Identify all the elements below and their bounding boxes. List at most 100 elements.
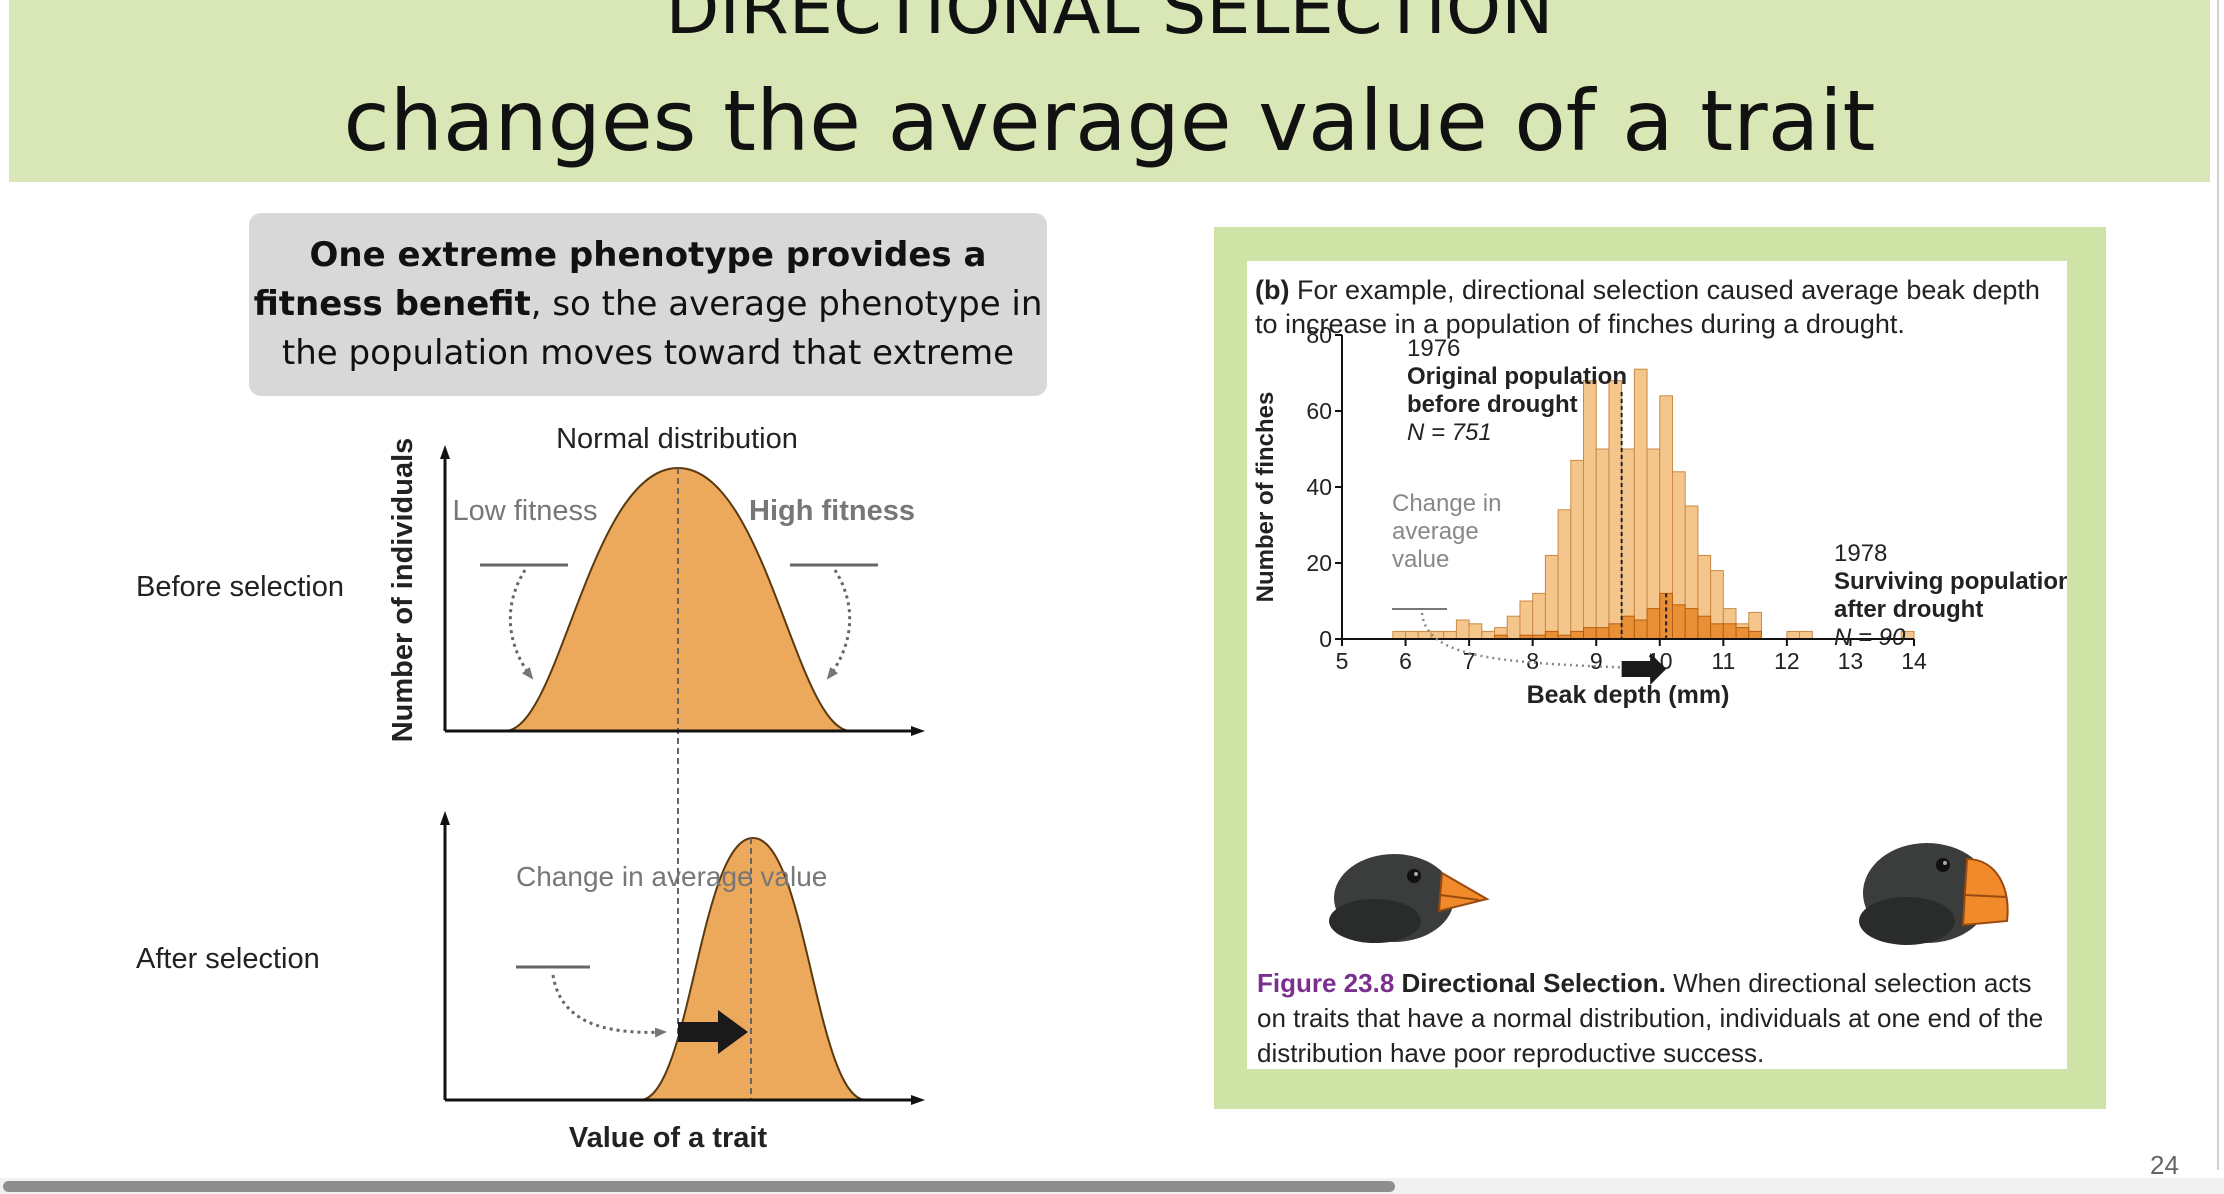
bar-1978-15 [1697, 615, 1712, 640]
bar-1976-2 [1417, 630, 1432, 640]
callout-text: , so the average phenotype in the popula… [281, 284, 1043, 373]
figure-caption-body: When directional selection acts on trait… [1257, 968, 2044, 1068]
figure-caption-bottom: Figure 23.8 Directional Selection. When … [1257, 966, 2062, 1071]
bar-1978-7 [1595, 627, 1610, 640]
bar-1976-15 [1583, 380, 1597, 640]
figure-caption-top: (b) For example, directional selection c… [1255, 273, 2060, 341]
slide-title-line-1: DIRECTIONAL SELECTION [665, 0, 1554, 50]
after-selection-label: After selection [136, 943, 320, 975]
figure-caption-title: Directional Selection. [1394, 968, 1666, 998]
bar-1978-9 [1621, 615, 1635, 640]
bar-1976-0 [1392, 630, 1407, 640]
shift-arrow-right-icon [1621, 653, 1667, 685]
directional-selection-diagram: Normal distribution Number of individual… [136, 423, 925, 1154]
before-selection-label: Before selection [136, 571, 344, 603]
figure-inner: (b) For example, directional selection c… [1247, 261, 2067, 1069]
bar-1976-17 [1608, 380, 1623, 640]
bar-1976-18 [1621, 448, 1635, 640]
bar-1976-1 [1405, 630, 1419, 640]
bar-1978-3 [1544, 630, 1559, 640]
series-1978-year: 1978 [1834, 540, 1887, 567]
bar-1978-16 [1710, 623, 1724, 640]
bar-1978-11 [1646, 608, 1661, 640]
bar-1976-14 [1570, 459, 1585, 640]
change-annotation: Change in average value [516, 861, 827, 1038]
series-1978-name: Surviving population [1834, 568, 2067, 595]
x-tick-label: 9 [1590, 648, 1603, 674]
finch-large-beak-illustration [1859, 843, 2009, 945]
y-tick-label: 40 [1306, 474, 1332, 500]
bar-1976-4 [1443, 630, 1457, 640]
x-tick-label: 14 [1901, 648, 1927, 674]
horizontal-scrollbar-thumb[interactable] [3, 1181, 1395, 1192]
high-fitness-annotation: High fitness [749, 495, 915, 680]
series-1976-year: 1976 [1407, 335, 1460, 362]
chart-y-axis-label: Number of finches [1252, 392, 1279, 603]
bar-1976-9 [1506, 615, 1521, 640]
low-fitness-text: Low fitness [452, 495, 597, 527]
bar-1978-19 [1748, 630, 1762, 640]
low-fitness-label: Low fitness [452, 495, 597, 527]
series-1978-n: N = 90 [1834, 624, 1906, 651]
y-tick-label: 60 [1306, 398, 1332, 424]
x-tick-label: 13 [1838, 648, 1864, 674]
y-tick-label: 0 [1319, 626, 1332, 652]
series-1976-bars [1392, 368, 1915, 640]
figure-caption-top-text: For example, directional selection cause… [1255, 275, 2040, 339]
x-axis-label: Value of a trait [569, 1122, 768, 1154]
x-tick-label: 7 [1463, 648, 1476, 674]
bar-1976-13 [1557, 509, 1572, 640]
normal-distribution-label: Normal distribution [556, 423, 798, 455]
bar-1976-12 [1544, 554, 1559, 640]
high-fitness-text: High fitness [749, 495, 915, 527]
bar-1976-16 [1595, 448, 1610, 640]
x-tick-label: 12 [1774, 648, 1800, 674]
slide-right-edge [2217, 0, 2219, 1170]
bar-1976-10 [1519, 600, 1534, 640]
bar-1978-8 [1608, 623, 1623, 640]
y-tick-label: 20 [1306, 550, 1332, 576]
callout-bold-text: One extreme phenotype provides a fitness… [253, 235, 987, 324]
figure-panel: (b) For example, directional selection c… [1214, 227, 2106, 1109]
bar-1978-10 [1633, 619, 1648, 640]
x-tick-label: 6 [1399, 648, 1412, 674]
low-fitness-annotation: Low fitness [452, 495, 598, 680]
x-tick-label: 5 [1336, 648, 1349, 674]
y-axis-label: Number of individuals [387, 438, 419, 743]
x-tick-label: 11 [1711, 648, 1735, 674]
x-tick-label: 8 [1526, 648, 1539, 674]
shift-arrow-icon [678, 1010, 748, 1054]
bar-1976-30 [1799, 630, 1813, 640]
bar-1976-11 [1532, 592, 1546, 640]
high-fitness-label: High fitness [749, 495, 915, 527]
slide-title-line-2: changes the average value of a trait [343, 72, 1876, 170]
bar-1976-29 [1786, 630, 1801, 640]
bar-1978-6 [1583, 627, 1597, 640]
bar-1978-5 [1570, 630, 1585, 640]
page-number: 24 [2150, 1150, 2179, 1180]
change-label-right: average [1392, 518, 1479, 545]
series-1976-name: Original population [1407, 363, 1627, 390]
bar-1976-19 [1633, 368, 1648, 640]
figure-part-label: (b) [1255, 275, 1290, 305]
change-pointer-path [1420, 612, 1663, 671]
y-tick-label: 80 [1306, 322, 1332, 348]
finch-small-beak-illustration [1329, 854, 1490, 943]
bar-1978-13 [1671, 604, 1686, 640]
bar-1976-5 [1455, 619, 1470, 640]
title-band: DIRECTIONAL SELECTION changes the averag… [9, 0, 2210, 182]
series-1976-name: before drought [1407, 391, 1578, 418]
bar-1978-14 [1684, 608, 1699, 640]
bar-1976-7 [1481, 630, 1496, 640]
bar-1978-17 [1722, 623, 1737, 640]
series-1976-n: N = 751 [1407, 419, 1492, 446]
callout-box: One extreme phenotype provides a fitness… [249, 213, 1047, 396]
figure-number: Figure 23.8 [1257, 968, 1395, 998]
change-label-right: Change in [1392, 490, 1501, 517]
series-1978-name: after drought [1834, 596, 1983, 623]
bar-1978-18 [1735, 627, 1750, 640]
